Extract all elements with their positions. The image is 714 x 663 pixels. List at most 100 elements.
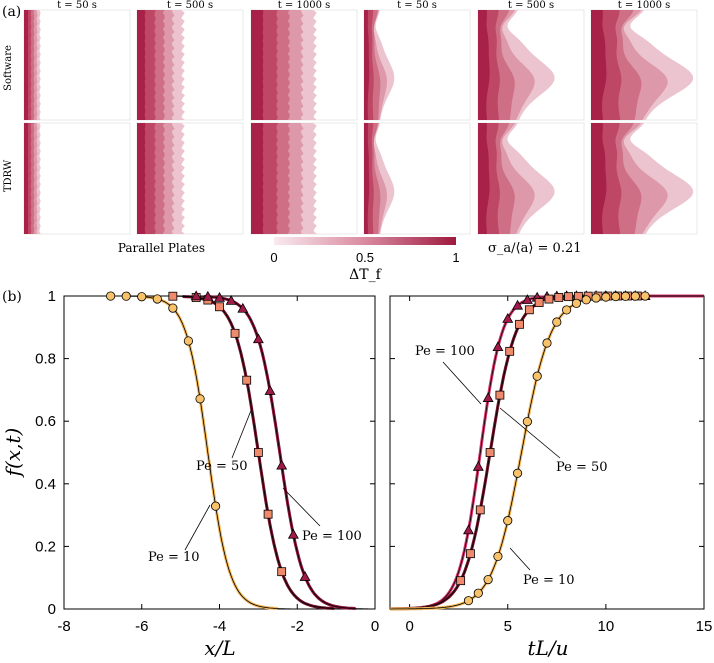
x-tick-label: 10 [598,618,615,635]
marker-triangle [512,299,524,310]
marker-circle [640,291,650,301]
annotation-leader [509,547,531,571]
x-tick-label: -2 [291,618,304,635]
series-line-2 [64,295,375,610]
tile-frame [23,9,131,121]
marker-circle [121,291,131,301]
marker-circle [552,317,562,327]
pe-annotation: Pe = 10 [523,573,575,588]
series-line-1 [64,295,375,610]
temperature-band [478,10,490,120]
marker-square [277,567,287,577]
pe-annotation: Pe = 50 [556,460,608,475]
temperature-band [364,123,370,234]
row-label-software: Software [3,45,14,91]
y-axis-title: f(x,t) [1,428,25,479]
chart-left: -8 -6 -4 -2 0 0 0.2 0.4 0.6 0.8 1 Pe = 10 Pe = 50 Pe… [35,288,379,660]
marker-triangle [472,460,484,471]
marker-square [263,509,273,519]
marker-triangle [276,459,288,470]
time-label: t = 500 s [508,0,554,11]
temperature-band [251,10,264,120]
marker-square [485,448,495,457]
marker-circle [630,291,640,301]
marker-circle [542,338,552,348]
marker-circle [152,294,162,304]
marker-circle [106,291,116,301]
legend-parallel-plates: Parallel Plates [118,241,205,255]
marker-circle [493,551,503,562]
temperature-band [478,123,490,234]
marker-circle [601,292,611,302]
tile-frame [23,122,131,235]
marker-square [564,292,573,302]
marker-circle [503,516,513,526]
marker-square [230,328,240,338]
marker-square [215,302,224,312]
marker-square [505,346,515,356]
marker-circle [183,336,193,346]
marker-circle [211,501,221,511]
chart-left-frame [63,295,376,610]
marker-circle [512,468,523,478]
marker-square [475,505,485,515]
pe-annotation: Pe = 100 [415,344,475,359]
temperature-band [137,10,146,120]
pe-annotation: Pe = 100 [302,529,362,544]
marker-square [554,293,564,302]
temperature-band [591,10,607,120]
row-label-tdrw: TDRW [3,159,14,192]
panel-b-label: (b) [2,289,22,305]
marker-triangle [237,302,249,313]
marker-square [524,305,534,315]
marker-circle [532,371,542,381]
marker-circle [522,417,532,427]
marker-square [168,291,178,301]
marker-circle [137,292,147,302]
marker-square [466,549,475,559]
marker-square [515,319,524,329]
colorbar-label: ΔT_f [349,267,382,283]
y-tick-label: 0 [48,601,56,618]
chart-right: 0 5 10 15 Pe = 100 Pe = 50 Pe = 10 tL/u [389,290,712,660]
x-tick-label: 0 [405,618,413,635]
marker-circle [463,596,474,606]
time-label: t = 1000 s [278,0,331,11]
marker-triangle [264,384,276,395]
marker-triangle [502,312,514,323]
marker-square [544,294,554,304]
x-tick-label: -6 [135,618,148,635]
marker-circle [195,394,205,404]
colorbar [274,237,456,245]
marker-square [242,375,252,385]
marker-triangle [190,290,202,301]
colorbar-tick-0: 0 [270,250,277,265]
marker-triangle [225,294,237,305]
time-label: t = 500 s [167,0,213,11]
colorbar-tick-05: 0.5 [356,250,374,265]
marker-circle [562,305,572,315]
marker-circle [591,293,601,303]
marker-triangle [463,524,474,535]
time-label: t = 50 s [397,0,437,11]
annotation-leader [184,504,211,551]
pe-annotation: Pe = 10 [148,550,200,565]
temperature-band [24,10,29,120]
temperature-band [137,123,146,234]
marker-circle [168,303,178,313]
marker-triangle [202,290,214,301]
annotation-leader [499,407,561,459]
y-tick-label: 1 [48,288,56,305]
marker-triangle [492,341,504,352]
y-tick-label: 0.2 [35,538,56,555]
marker-triangle [482,392,494,402]
colorbar-tick-1: 1 [452,250,459,265]
annotation-leader [231,407,253,459]
temperature-band [251,123,264,234]
x-tick-label: -8 [57,618,70,635]
marker-triangle [287,528,299,539]
temperature-band [591,123,607,234]
temperature-band [24,123,29,234]
y-tick-label: 0.6 [35,413,56,430]
